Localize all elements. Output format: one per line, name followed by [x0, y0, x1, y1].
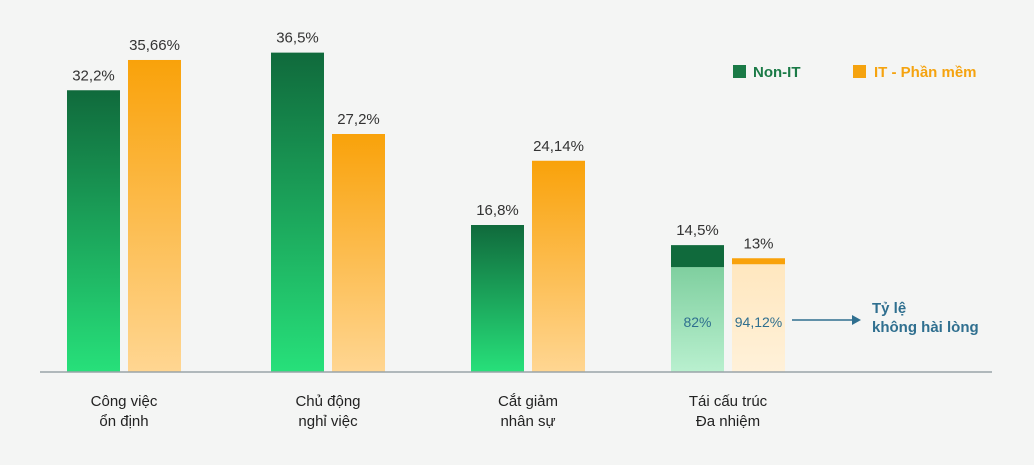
non-it-bar-1	[67, 90, 120, 372]
category-label-2-line-1: Chủ động	[295, 393, 360, 410]
it-bar-2-value-label: 27,2%	[337, 111, 380, 128]
non-it-bar-2-value-label: 36,5%	[276, 30, 319, 47]
category-label-4-line-1: Tái cấu trúc	[689, 393, 768, 410]
arrow-head-icon	[852, 315, 861, 325]
dissatisfaction-annotation: Tỷ lệ không hài lòng	[792, 300, 979, 336]
bars-group	[67, 52, 785, 372]
legend-label-non-it: Non-IT	[753, 64, 800, 81]
non-it-bar-3	[471, 225, 524, 372]
category-label-3-line-2: nhân sự	[500, 413, 555, 430]
it-bar-1-value-label: 35,66%	[129, 37, 180, 54]
it-bar-3	[532, 160, 585, 372]
it-bar-4-fade	[732, 264, 785, 372]
category-label-4-line-2: Đa nhiệm	[696, 413, 760, 430]
annotation-line-2: không hài lòng	[872, 319, 979, 336]
legend-swatch-non-it	[733, 65, 746, 78]
non-it-bar-4-inner-label: 82%	[683, 314, 711, 330]
it-bar-4-inner-label: 94,12%	[735, 314, 782, 330]
non-it-bar-4-value-label: 14,5%	[676, 222, 719, 239]
legend: Non-IT IT - Phần mềm	[733, 64, 977, 81]
it-bar-1	[128, 59, 181, 372]
non-it-bar-1-value-label: 32,2%	[72, 67, 115, 84]
it-bar-3-value-label: 24,14%	[533, 138, 584, 155]
value-labels-group: 32,2% 35,66% 36,5% 27,2% 16,8% 24,14% 82% 14,5%…	[72, 30, 782, 330]
annotation-line-1: Tỷ lệ	[872, 300, 906, 317]
non-it-bar-4-fade	[671, 267, 724, 372]
it-bar-2	[332, 134, 385, 372]
it-bar-4-value-label: 13%	[743, 235, 773, 252]
category-label-1-line-1: Công việc	[91, 393, 158, 410]
category-label-3-line-1: Cắt giảm	[498, 393, 558, 410]
category-labels-group: Công việc ổn định Chủ động nghỉ việc Cắt giả…	[91, 393, 768, 430]
category-label-2-line-2: nghỉ việc	[298, 413, 358, 430]
legend-label-it: IT - Phần mềm	[874, 64, 977, 81]
non-it-bar-2	[271, 52, 324, 372]
non-it-bar-4	[671, 245, 724, 268]
category-label-1-line-2: ổn định	[99, 413, 148, 430]
legend-swatch-it	[853, 65, 866, 78]
it-bar-4	[732, 258, 785, 265]
non-it-bar-3-value-label: 16,8%	[476, 202, 519, 219]
